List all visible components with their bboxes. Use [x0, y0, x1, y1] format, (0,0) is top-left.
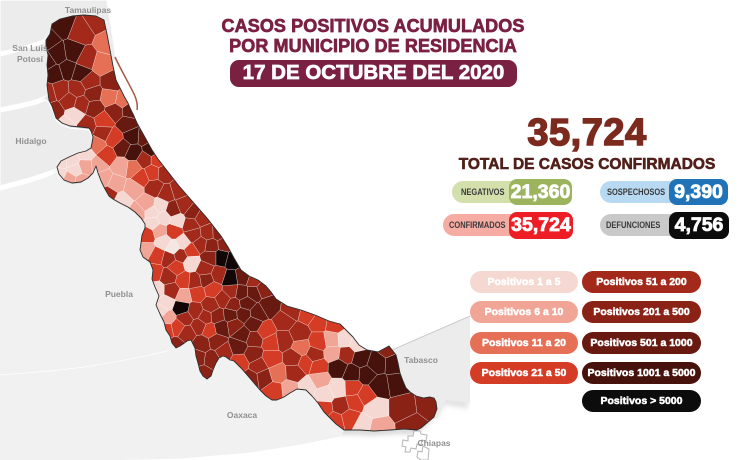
- svg-text:Puebla: Puebla: [105, 289, 133, 299]
- svg-text:Tabasco: Tabasco: [404, 355, 438, 365]
- svg-text:Oaxaca: Oaxaca: [227, 410, 258, 420]
- svg-text:Potosí: Potosí: [17, 54, 44, 64]
- svg-text:Tamaulipas: Tamaulipas: [65, 5, 111, 15]
- svg-text:San Luis: San Luis: [12, 43, 48, 53]
- svg-text:Chiapas: Chiapas: [417, 438, 450, 448]
- svg-text:Hidalgo: Hidalgo: [15, 136, 46, 146]
